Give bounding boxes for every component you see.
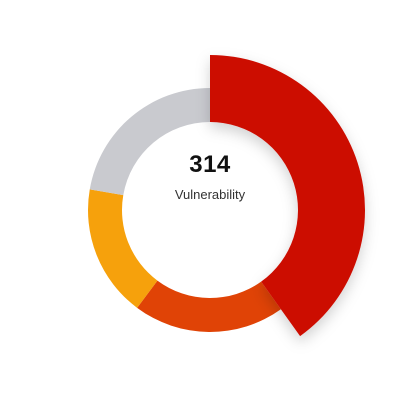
donut-segment-3[interactable]	[87, 189, 158, 308]
total-count: 314	[189, 151, 231, 178]
chart-caption: Vulnerability	[174, 187, 246, 202]
donut-segment-4[interactable]	[89, 88, 210, 196]
donut-segment-1[interactable]	[210, 55, 365, 337]
donut-center-label: 314 Vulnerability	[120, 150, 300, 204]
donut-segment-2[interactable]	[137, 280, 281, 332]
